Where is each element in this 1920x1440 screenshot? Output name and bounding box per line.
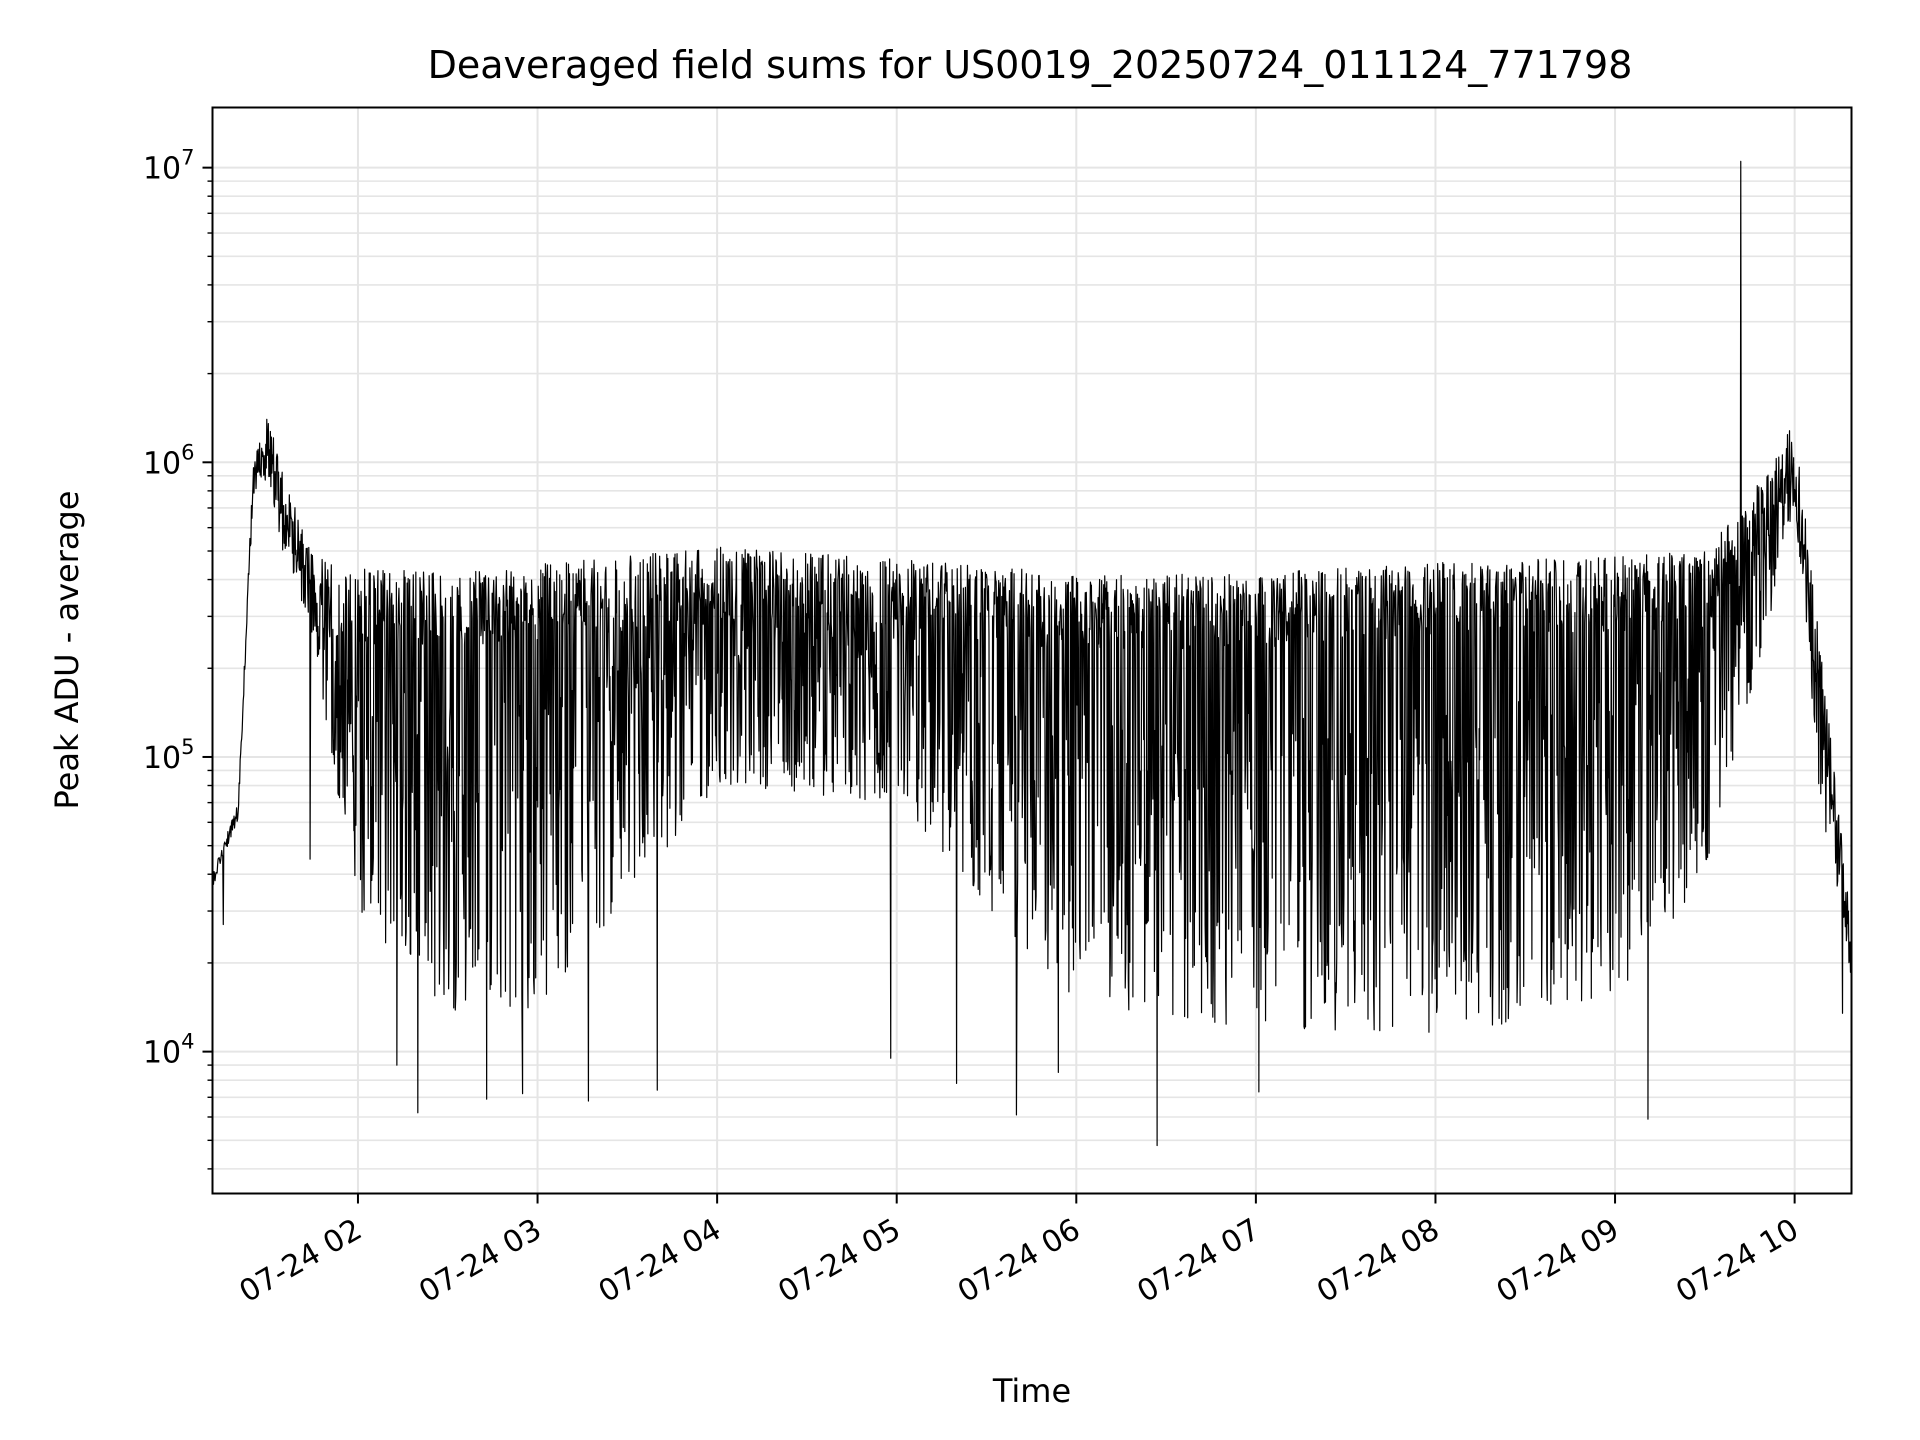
- chart-title: Deaveraged field sums for US0019_2025072…: [428, 43, 1633, 87]
- x-axis-label: Time: [992, 1372, 1071, 1410]
- y-axis-ticks: 104 105 106 107: [143, 146, 213, 1170]
- y-tick-label: 104: [143, 1030, 195, 1071]
- series-line: [211, 160, 1853, 1147]
- y-axis-label: Peak ADU - average: [48, 491, 86, 810]
- series-trace: [211, 160, 1853, 1147]
- y-tick-label: 107: [143, 146, 195, 187]
- y-tick-label: 106: [143, 440, 195, 481]
- y-tick-label: 105: [143, 735, 195, 776]
- plot-frame: [211, 106, 1853, 1195]
